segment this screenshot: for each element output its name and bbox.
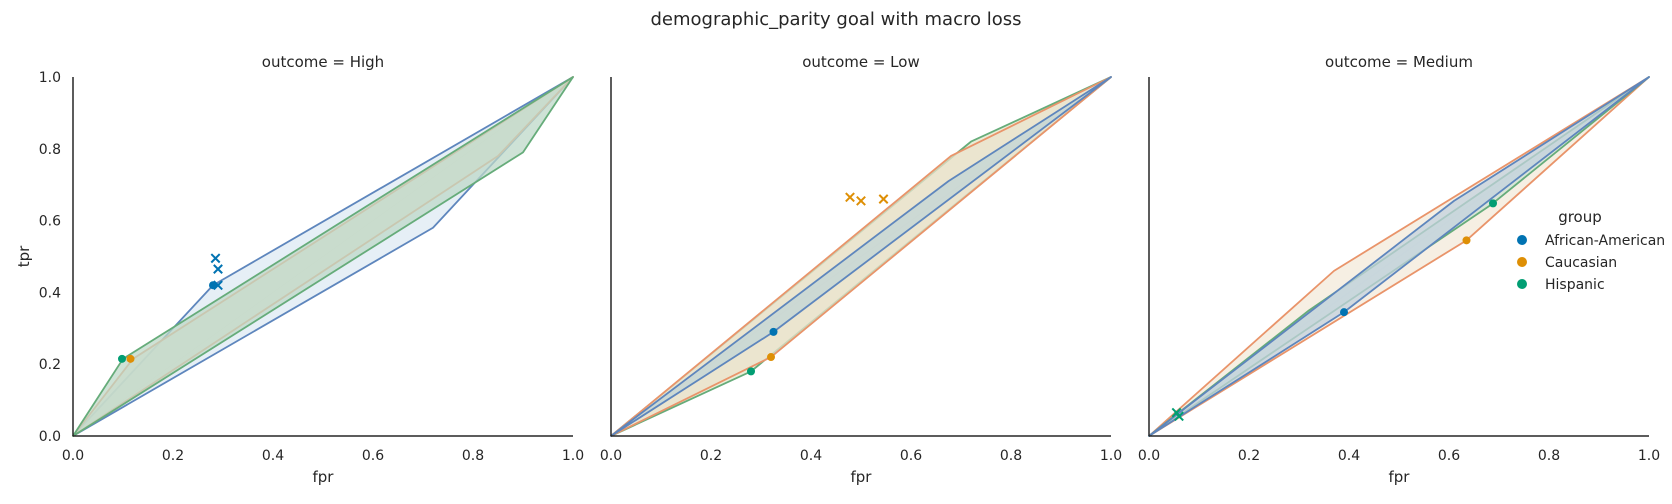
x-axis-label: fpr xyxy=(1389,468,1411,486)
point-hispanic xyxy=(747,367,755,376)
point-caucasian xyxy=(1462,236,1471,245)
cross-marker-hispanic xyxy=(1174,411,1184,422)
hull-african-american xyxy=(610,76,1112,437)
panel-title: outcome = Medium xyxy=(1325,53,1473,71)
y-tick-label: 0.4 xyxy=(39,285,61,301)
point-african-american xyxy=(1340,308,1348,317)
x-axis-label: fpr xyxy=(313,468,335,486)
legend-title: group xyxy=(1558,208,1602,226)
cross-marker-caucasian xyxy=(856,195,866,206)
x-tick-label: 0.0 xyxy=(1138,448,1160,464)
cross-marker-african-american xyxy=(210,253,221,264)
x-tick-label: 0.0 xyxy=(600,448,622,464)
panel-title: outcome = High xyxy=(262,53,384,71)
x-tick-label: 1.0 xyxy=(1100,448,1122,464)
cross-marker-caucasian xyxy=(845,192,855,203)
cross-marker-caucasian xyxy=(878,194,889,204)
point-caucasian xyxy=(126,354,135,363)
x-tick-label: 0.6 xyxy=(1438,448,1460,464)
legend-label-african-american: African-American xyxy=(1545,233,1665,249)
x-tick-label: 0.0 xyxy=(62,448,84,464)
x-tick-label: 0.2 xyxy=(700,448,722,464)
y-tick-label: 0.0 xyxy=(39,429,61,445)
y-tick-label: 0.6 xyxy=(39,214,61,230)
legend-marker-caucasian xyxy=(1517,257,1527,267)
x-tick-label: 0.2 xyxy=(162,448,184,464)
y-tick-label: 0.2 xyxy=(39,357,61,373)
panel-1: outcome = High 0.0 0.2 0.4 0.6 0.8 1.0 fpr 0.0 0.… xyxy=(15,53,584,486)
legend-marker-hispanic xyxy=(1517,279,1527,289)
point-caucasian xyxy=(767,353,775,362)
x-tick-label: 0.4 xyxy=(262,448,284,464)
x-tick-label: 0.8 xyxy=(1000,448,1022,464)
panel-title: outcome = Low xyxy=(802,53,919,71)
y-tick-label: 1.0 xyxy=(39,70,61,86)
x-tick-label: 0.8 xyxy=(462,448,484,464)
x-tick-label: 0.2 xyxy=(1238,448,1260,464)
x-axis-label: fpr xyxy=(851,468,873,486)
x-tick-label: 1.0 xyxy=(1638,448,1660,464)
point-hispanic xyxy=(1489,199,1497,208)
x-tick-label: 0.8 xyxy=(1538,448,1560,464)
cross-marker-african-american xyxy=(213,264,223,274)
x-tick-label: 1.0 xyxy=(562,448,584,464)
y-axis-label: tpr xyxy=(15,245,33,267)
panel-3: outcome = Medium 0.0 0.2 0.4 0.6 0.8 1.0 fpr xyxy=(1138,53,1660,486)
chart-title: demographic_parity goal with macro loss xyxy=(651,9,1022,30)
point-hispanic xyxy=(118,354,126,363)
legend-label-caucasian: Caucasian xyxy=(1545,255,1617,271)
panel-2: outcome = Low 0.0 0.2 0.4 0.6 0.8 1.0 fpr xyxy=(600,53,1122,486)
chart-legend: group African-American Caucasian Hispanic xyxy=(1517,208,1665,293)
point-african-american xyxy=(769,327,778,336)
legend-marker-african-american xyxy=(1517,235,1527,245)
x-tick-label: 0.4 xyxy=(1338,448,1360,464)
hull-african-american xyxy=(1148,76,1650,437)
x-tick-label: 0.4 xyxy=(800,448,822,464)
point-african-american xyxy=(209,281,217,290)
x-tick-label: 0.6 xyxy=(900,448,922,464)
legend-label-hispanic: Hispanic xyxy=(1545,277,1605,293)
x-tick-label: 0.6 xyxy=(362,448,384,464)
y-tick-label: 0.8 xyxy=(39,142,61,158)
hull-hispanic xyxy=(72,76,574,437)
